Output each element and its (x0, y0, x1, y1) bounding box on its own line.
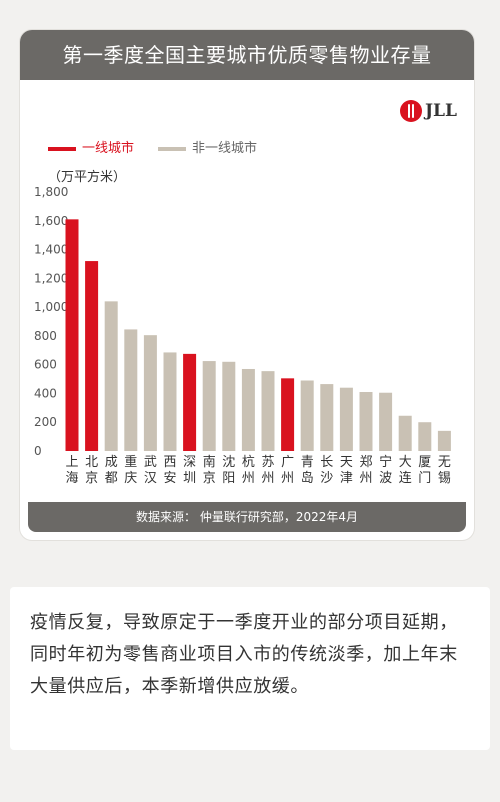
y-axis-unit: （万平方米） (48, 170, 127, 185)
bar-天津 (339, 387, 353, 451)
bar-苏州 (261, 371, 275, 451)
x-tick-label: 广州 (281, 455, 294, 486)
y-tick-label: 400 (34, 386, 57, 400)
jll-logo: JLL (400, 98, 460, 126)
y-tick-label: 200 (34, 415, 57, 429)
bar-chart: 0 200 400 600 800 1,000 1,200 1,400 1,600 1,800 上海… (34, 185, 451, 486)
x-tick-label: 西安 (163, 455, 176, 486)
x-tick-label: 杭州 (242, 455, 255, 486)
bar-成都 (104, 301, 118, 451)
bar-西安 (163, 352, 177, 451)
x-tick-label: 厦门 (418, 455, 431, 486)
y-tick-label: 1,800 (34, 185, 68, 199)
bar-沈阳 (222, 361, 236, 451)
x-tick-label: 大连 (399, 455, 412, 486)
bar-上海 (65, 219, 79, 451)
bar-长沙 (320, 384, 334, 451)
y-tick-label: 0 (34, 444, 42, 458)
bar-大连 (398, 415, 412, 451)
bar-深圳 (183, 353, 197, 451)
y-tick-label: 1,600 (34, 214, 68, 228)
x-tick-label: 成都 (105, 455, 118, 486)
y-tick-label: 1,200 (34, 271, 68, 285)
bar-宁波 (379, 392, 393, 451)
x-tick-label: 苏州 (261, 454, 274, 486)
jll-logo-text: JLL (425, 101, 457, 121)
x-tick-label: 青岛 (301, 455, 314, 486)
x-tick-label: 北京 (85, 455, 98, 486)
x-tick-label: 上海 (65, 455, 78, 486)
legend-label-tier1: 一线城市 (82, 141, 135, 156)
y-tick-label: 1,000 (34, 300, 68, 314)
bar-武汉 (143, 335, 157, 451)
bar-广州 (281, 378, 295, 451)
bar-青岛 (300, 380, 314, 451)
x-tick-label: 无锡 (438, 455, 451, 486)
chart-title: 第一季度全国主要城市优质零售物业存量 (20, 30, 474, 80)
bar-郑州 (359, 392, 373, 451)
source-note: 数据来源： 仲量联行研究部，2022年4月 (28, 502, 466, 532)
bar-无锡 (437, 430, 451, 451)
x-tick-label: 天津 (340, 455, 353, 486)
jll-logo-icon (400, 100, 422, 122)
x-tick-label: 长沙 (320, 455, 333, 486)
x-tick-label: 郑州 (359, 455, 372, 486)
x-tick-label: 沈阳 (222, 455, 235, 486)
commentary-card: 疫情反复，导致原定于一季度开业的部分项目延期，同时年初为零售商业项目入市的传统淡… (10, 587, 490, 750)
x-tick-label: 宁波 (379, 454, 392, 486)
bar-重庆 (124, 329, 138, 451)
bar-杭州 (241, 368, 255, 451)
x-tick-label: 重庆 (124, 454, 137, 486)
bar-南京 (202, 361, 216, 451)
legend-label-other: 非一线城市 (192, 141, 258, 156)
x-tick-label: 南京 (203, 454, 216, 486)
legend-swatch-other (158, 147, 186, 151)
y-tick-label: 1,400 (34, 243, 68, 257)
x-tick-label: 深圳 (183, 455, 196, 486)
legend-swatch-tier1 (48, 147, 76, 151)
bar-北京 (85, 261, 99, 451)
x-tick-label: 武汉 (144, 455, 157, 486)
bar-厦门 (418, 422, 432, 451)
commentary-text: 疫情反复，导致原定于一季度开业的部分项目延期，同时年初为零售商业项目入市的传统淡… (30, 612, 458, 697)
y-tick-label: 800 (34, 329, 57, 343)
chart-card: 第一季度全国主要城市优质零售物业存量 JLL 一线城市 非一线城市 （万平方米）… (20, 30, 474, 540)
y-tick-label: 600 (34, 358, 57, 372)
